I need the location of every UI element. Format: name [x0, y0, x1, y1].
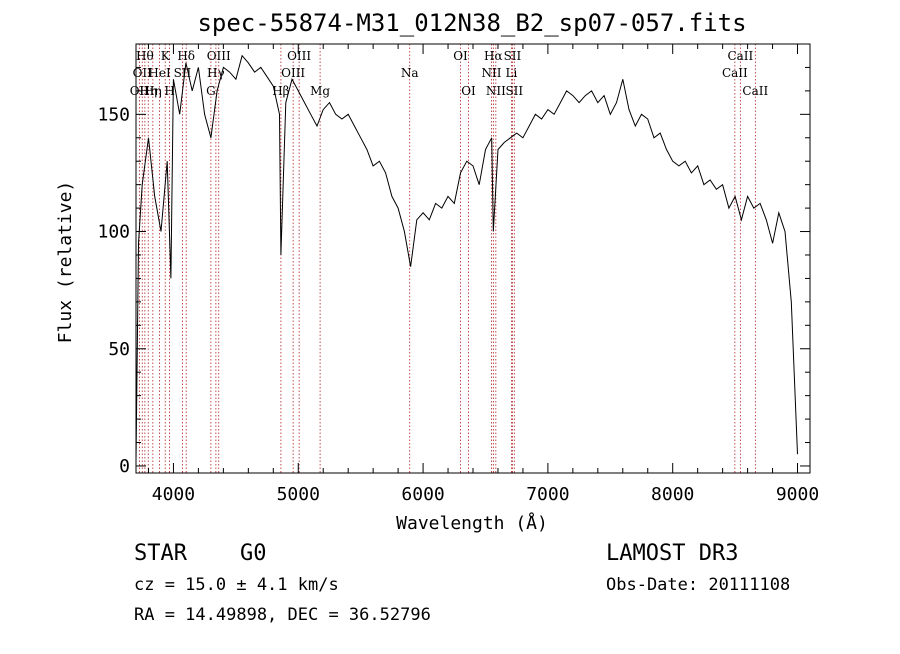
survey-name: LAMOST DR3 [606, 541, 738, 566]
spectral-line-label-28: CaII [742, 84, 768, 98]
spectral-line-label-4: Hη [144, 84, 162, 98]
spectral-line-label-3: Hη [139, 84, 157, 98]
spectral-line-label-1: OII [133, 66, 153, 80]
spectral-line-label-9: Hδ [177, 49, 195, 63]
spectral-line-label-7: H [164, 84, 174, 98]
spectral-line-label-27: CaII [727, 49, 753, 63]
x-axis-ticks: 4000 5000 6000 7000 8000 9000 [147, 44, 819, 505]
spectral-line-label-22: NII [486, 84, 506, 98]
observation-date: Obs-Date: 20111108 [606, 575, 790, 595]
info-panel: STAR G0 LAMOST DR3 cz = 15.0 ± 4.1 km/s … [134, 541, 790, 625]
spectral-line-label-12: OIII [207, 49, 231, 63]
spectral-line-label-23: Li [506, 66, 518, 80]
spectral-line-label-10: G [206, 84, 216, 98]
object-class: STAR [134, 541, 188, 566]
x-tick-label-4: 8000 [651, 484, 694, 505]
spectral-line-label-5: HeI [148, 66, 171, 80]
coordinates: RA = 14.49898, DEC = 36.52796 [134, 605, 431, 625]
x-tick-label-3: 7000 [526, 484, 569, 505]
spectral-line-label-19: OI [461, 84, 476, 98]
spectral-line-markers [138, 44, 756, 473]
x-tick-label-5: 9000 [776, 484, 819, 505]
spectral-line-label-11: Hγ [207, 66, 225, 80]
y-tick-label-1: 50 [108, 339, 130, 360]
spectral-line-label-26: CaII [722, 66, 748, 80]
spectral-line-label-21: Hα [484, 49, 503, 63]
y-tick-label-2: 100 [97, 222, 130, 243]
x-tick-label-1: 5000 [277, 484, 320, 505]
x-tick-label-2: 6000 [401, 484, 444, 505]
spectral-line-labels: OIIOIIHθHηHηHeIKHSIIHδGHγOIIIHβOIIIOIIIM… [130, 49, 769, 98]
spectral-line-label-20: NII [481, 66, 501, 80]
spectral-line-label-18: OI [453, 49, 468, 63]
spectral-line-label-17: Na [401, 66, 419, 80]
plot-frame [135, 43, 811, 474]
x-tick-label-0: 4000 [152, 484, 195, 505]
spectral-line-label-15: OIII [287, 49, 311, 63]
spectral-line-label-13: Hβ [272, 84, 289, 98]
spectral-line-label-14: OIII [281, 66, 305, 80]
x-axis-label: Wavelength (Å) [396, 512, 548, 534]
spectral-line-label-16: Mg [310, 84, 330, 98]
spectral-line-label-6: K [161, 49, 171, 63]
redshift-cz: cz = 15.0 ± 4.1 km/s [134, 575, 339, 595]
y-axis-ticks: 0 50 100 150 [97, 66, 810, 477]
chart-title: spec-55874-M31_012N38_B2_sp07-057.fits [197, 9, 746, 37]
y-tick-label-3: 150 [97, 104, 130, 125]
y-tick-label-0: 0 [119, 456, 130, 477]
y-axis-label: Flux (relative) [55, 181, 76, 344]
object-subclass: G0 [240, 541, 267, 566]
spectral-line-label-2: Hθ [136, 49, 154, 63]
spectral-line-label-24: SII [504, 49, 522, 63]
spectral-line-label-25: SII [505, 84, 523, 98]
flux-series-line [135, 54, 798, 462]
